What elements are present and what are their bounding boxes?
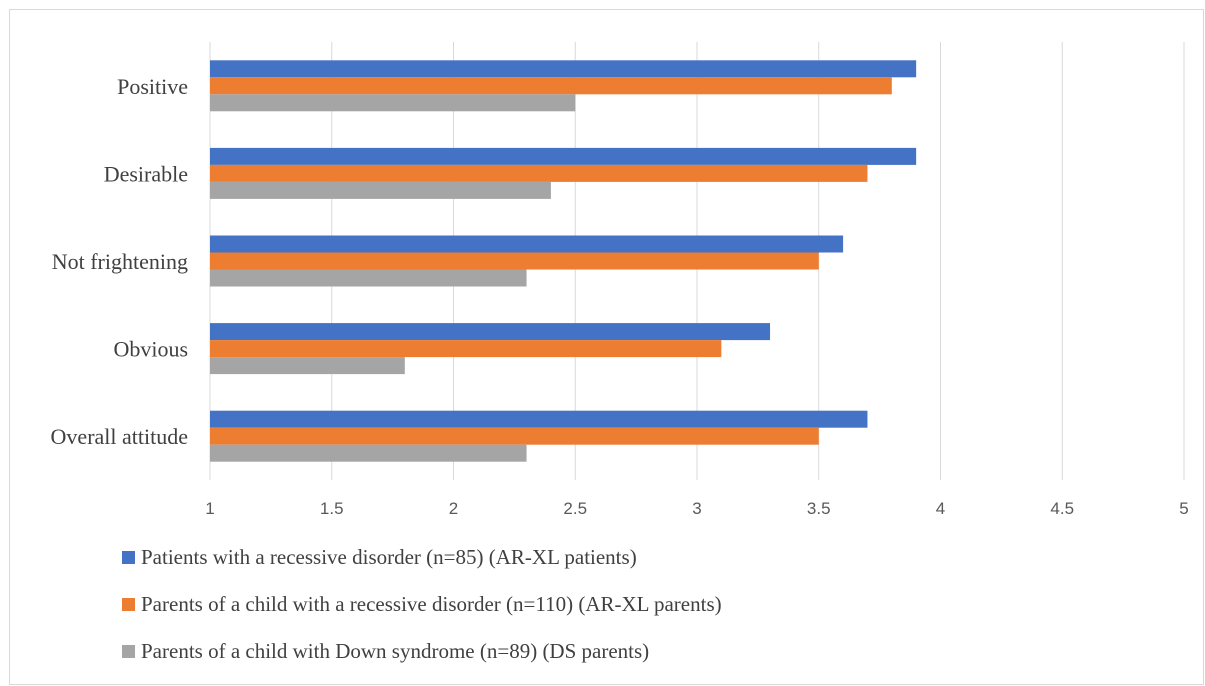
category-label: Obvious: [113, 337, 188, 362]
legend-item: Parents of a child with a recessive diso…: [122, 592, 722, 616]
legend-swatch: [122, 550, 135, 564]
bar-2: [210, 427, 819, 445]
category-label: Desirable: [104, 161, 188, 186]
legend-label: Parents of a child with Down syndrome (n…: [141, 638, 650, 663]
category-label: Positive: [117, 74, 188, 99]
bar-1: [210, 60, 917, 78]
legend-swatch: [122, 644, 135, 658]
x-tick-label: 1.5: [320, 499, 344, 518]
bar-2: [210, 252, 819, 270]
bar-1: [210, 410, 868, 428]
category-label: Overall attitude: [51, 424, 188, 449]
legend-item: Patients with a recessive disorder (n=85…: [122, 545, 722, 569]
bar-2: [210, 340, 722, 358]
x-tick-label: 2: [449, 499, 458, 518]
bar-3: [210, 357, 405, 375]
x-tick-label: 5: [1179, 499, 1188, 518]
x-tick-label: 3: [692, 499, 701, 518]
bar-2: [210, 164, 868, 182]
category-label: Not frightening: [52, 249, 188, 274]
legend-swatch: [122, 597, 135, 611]
chart-legend: Patients with a recessive disorder (n=85…: [122, 545, 722, 686]
x-tick-label: 4: [936, 499, 945, 518]
legend-item: Parents of a child with Down syndrome (n…: [122, 639, 722, 663]
bar-1: [210, 147, 917, 165]
bar-1: [210, 323, 771, 341]
bar-3: [210, 181, 551, 199]
x-tick-label: 1: [205, 499, 214, 518]
x-tick-label: 2.5: [563, 499, 587, 518]
x-tick-label: 4.5: [1050, 499, 1074, 518]
bar-3: [210, 94, 576, 112]
bar-1: [210, 235, 844, 253]
x-tick-label: 3.5: [807, 499, 831, 518]
bar-3: [210, 269, 527, 287]
bar-2: [210, 77, 892, 95]
legend-label: Parents of a child with a recessive diso…: [141, 591, 722, 616]
legend-label: Patients with a recessive disorder (n=85…: [141, 544, 637, 569]
bar-3: [210, 444, 527, 462]
